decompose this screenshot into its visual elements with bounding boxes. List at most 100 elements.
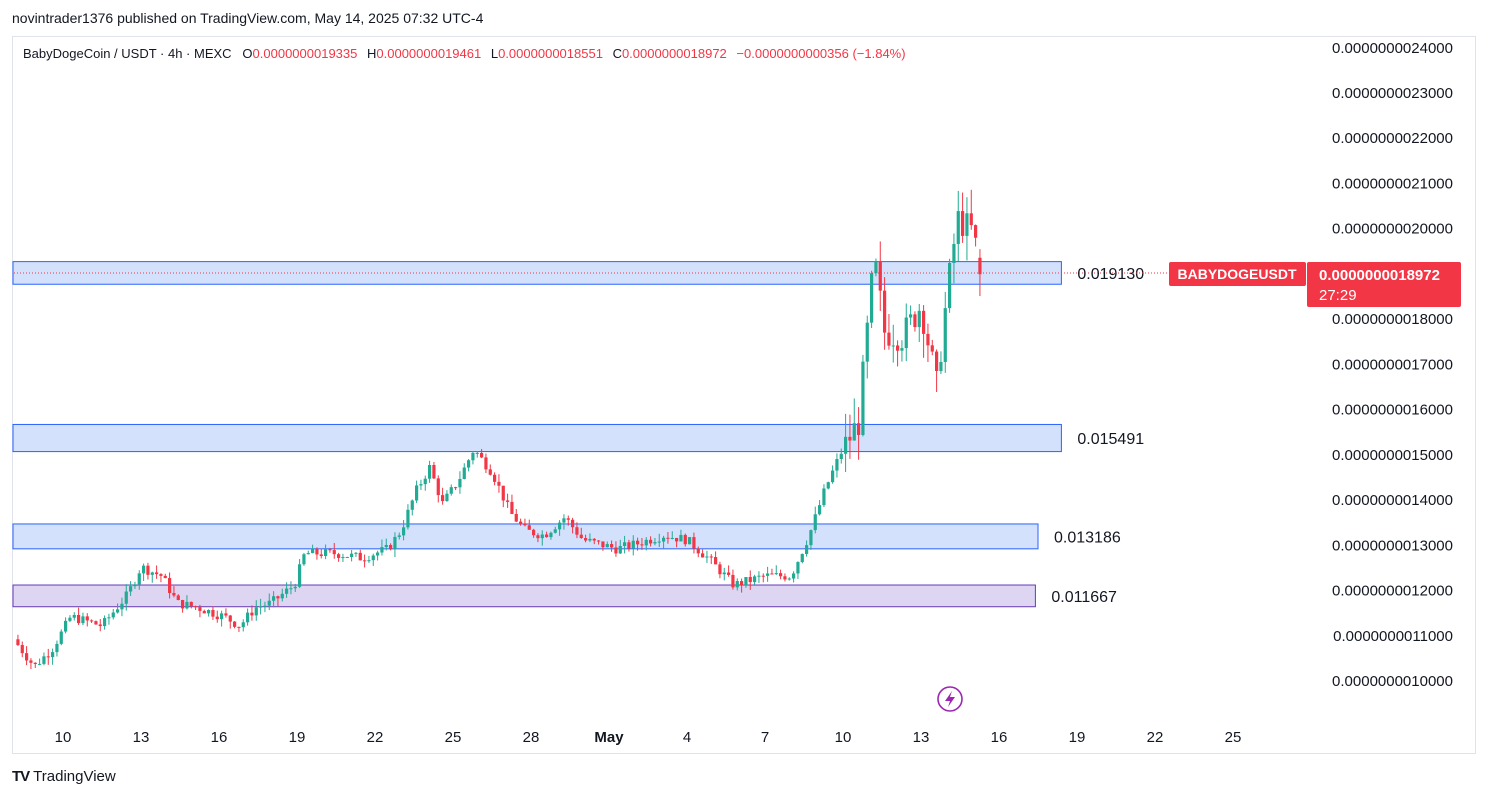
candle-body [59,631,63,644]
candle-body [397,535,401,537]
candle-body [930,345,934,352]
candle-body [605,544,609,548]
candle-body [579,534,583,539]
candle-body [844,436,848,454]
candle-body [904,317,908,349]
candle-body [168,578,172,593]
candle-body [419,484,423,486]
candle-body [787,578,791,580]
candle-body [519,521,523,524]
candle-body [857,423,861,435]
candle-body [692,537,696,549]
candle-body [367,560,371,562]
candle-body [55,643,59,653]
zone-rect [12,423,1062,453]
change-value: −0.0000000000356 (−1.84%) [736,46,906,61]
tradingview-brand: TradingView [33,768,116,785]
candle-body [402,527,406,536]
candle-body [172,592,176,596]
candle-body [467,460,471,468]
candle-body [163,575,167,579]
candle-body [939,361,943,372]
candle-body [748,577,752,583]
close-label: C [612,46,622,61]
candle-body [311,548,315,554]
candle-body [298,564,302,587]
low-value: 0.0000000018551 [498,46,603,61]
candle-body [471,452,475,461]
price-tick-label: 0.0000000022000 [1332,130,1453,147]
candle-body [831,470,835,483]
candle-body [948,263,952,309]
zone-label: 0.015491 [1077,431,1144,448]
candle-body [124,591,128,604]
candle-body [540,534,544,539]
time-tick-label: 10 [835,729,852,746]
price-tick-label: 0.0000000018000 [1332,311,1453,328]
candle-body [562,518,566,523]
price-tick-label: 0.0000000024000 [1332,40,1453,57]
tradingview-logo[interactable]: TV TradingView [12,768,116,785]
candle-body [116,609,120,613]
candle-body [493,474,497,482]
candle-body [103,618,107,627]
candle-body [150,572,154,575]
time-axis: 10 13 16 19 22 25 28 May 4 7 10 13 16 19 22 25 [55,729,1242,746]
price-tick-label: 0.0000000010000 [1332,673,1453,690]
candle-body [16,639,20,646]
candle-body [198,607,202,611]
price-axis: 0.0000000024000 0.0000000023000 0.00000000… [1332,40,1453,690]
candle-body [436,478,440,496]
candle-body [610,544,614,548]
candle-body [272,596,276,601]
candle-body [670,537,674,539]
candle-body [454,487,458,489]
symbol-label[interactable]: BabyDogeCoin / USDT · 4h · MEXC [23,46,232,61]
candle-body [662,537,666,542]
candle-body [81,616,85,624]
candle-body [718,564,722,575]
candle-body [688,537,692,545]
zone-rect [12,523,1039,550]
candle-body [228,615,232,622]
candle-body [98,624,102,627]
candle-body [406,509,410,528]
high-label: H [367,46,377,61]
candle-body [770,573,774,575]
chart-frame [12,36,1476,754]
candle-body [649,539,653,544]
high-value: 0.0000000019461 [376,46,482,61]
candle-body [800,553,804,563]
candle-body [137,573,141,585]
candle-body [922,310,926,334]
candle-body [514,513,518,522]
candle-body [627,542,631,549]
candle-body [571,519,575,528]
candle-body [371,555,375,561]
candle-body [974,225,978,238]
candle-body [887,332,891,346]
candle-body [363,560,367,562]
candle-body [33,662,37,665]
candle-body [696,548,700,554]
candle-body [956,211,960,244]
low-label: L [490,46,499,61]
candle-body [341,557,345,559]
candle-body [393,536,397,550]
price-tick-label: 0.0000000011000 [1333,628,1453,645]
ticker-tag-bg [1169,262,1306,286]
candle-body [527,525,531,530]
candle-body [280,593,284,599]
candle-body [757,575,761,577]
candle-body [614,547,618,554]
candle-body [155,572,159,575]
flash-icon[interactable] [937,686,963,712]
candle-body [601,541,605,548]
candle-body [917,310,921,328]
candle-body [111,612,115,618]
time-tick-label: 10 [55,729,72,746]
zone-label: 0.013186 [1054,529,1121,546]
candle-body [319,554,323,557]
candle-body [675,537,679,542]
